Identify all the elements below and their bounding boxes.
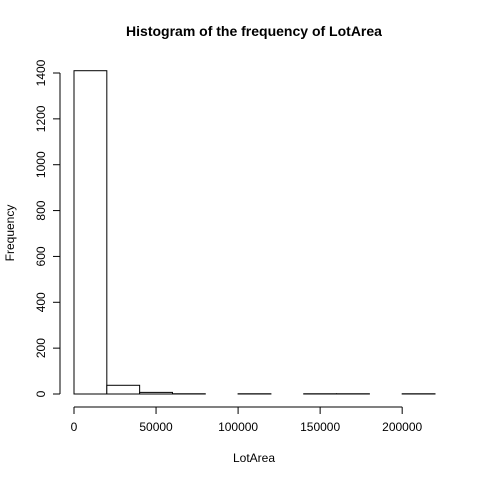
y-tick-label-0: 0 [34, 390, 48, 397]
x-axis-label: LotArea [233, 451, 275, 465]
y-tick-label-3: 600 [34, 246, 48, 266]
x-tick-label-3: 150000 [300, 420, 340, 434]
y-tick-label-6: 1200 [34, 105, 48, 132]
bars-group [73, 70, 436, 395]
x-tick-label-2: 100000 [218, 420, 258, 434]
y-tick-label-7: 1400 [34, 59, 48, 86]
x-tick-label-0: 0 [71, 420, 78, 434]
histogram-bar-2 [139, 391, 173, 395]
y-axis: 0 200 400 600 800 1000 1200 1400 [34, 59, 61, 397]
y-tick-label-1: 200 [34, 338, 48, 358]
y-axis-label: Frequency [3, 205, 17, 262]
histogram-bar-1 [106, 384, 141, 395]
x-tick-label-4: 200000 [382, 420, 422, 434]
chart-title: Histogram of the frequency of LotArea [126, 23, 382, 39]
y-tick-label-5: 1000 [34, 151, 48, 178]
y-tick-label-2: 400 [34, 292, 48, 312]
x-axis: 0 50000 100000 150000 200000 [71, 406, 423, 434]
x-tick-label-1: 50000 [139, 420, 173, 434]
histogram-bar-0 [73, 70, 108, 395]
y-tick-label-4: 800 [34, 200, 48, 220]
